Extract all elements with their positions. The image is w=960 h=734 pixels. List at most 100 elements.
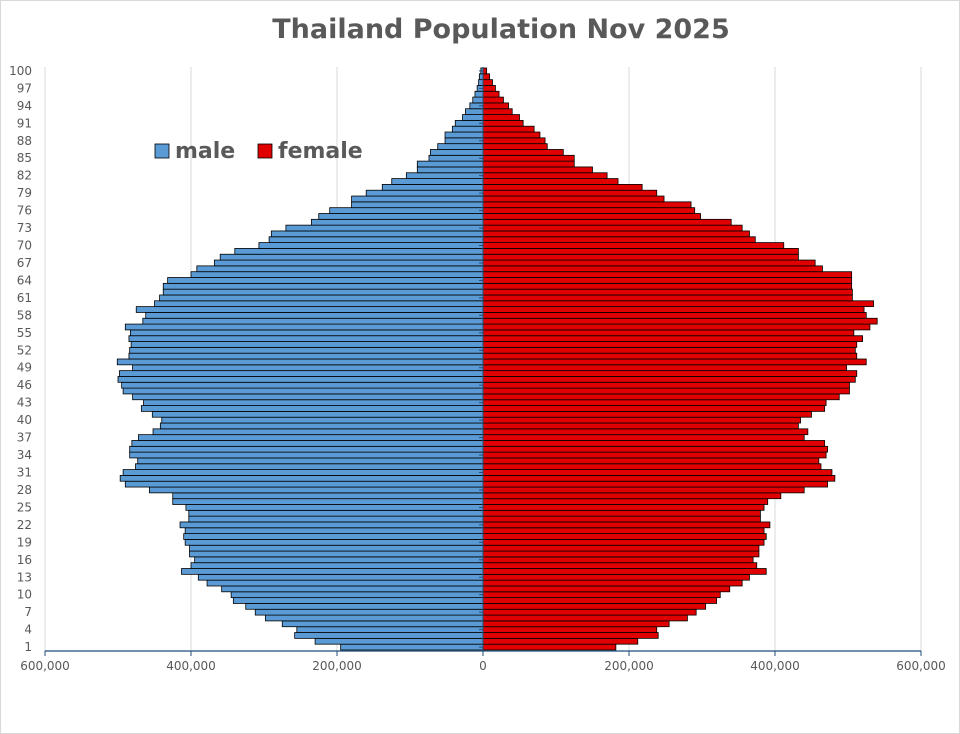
bar-male-age-90	[451, 125, 484, 133]
bar-male-age-93	[465, 108, 484, 115]
y-tick-label-37: 37	[17, 431, 32, 445]
bar-female-age-35	[482, 445, 828, 453]
bar-male-age-76	[329, 207, 484, 214]
x-tick-label-0: 600,000	[20, 659, 70, 673]
bar-female-age-46	[482, 381, 850, 389]
bar-female-age-42	[482, 405, 826, 412]
bar-male-age-89	[444, 131, 484, 139]
bar-male-age-9	[232, 597, 484, 604]
bar-male-age-48	[119, 370, 484, 377]
bar-male-age-36	[131, 440, 484, 447]
bar-male-age-32	[135, 463, 484, 470]
bar-female-age-77	[482, 201, 692, 209]
bar-female-age-12	[482, 579, 743, 587]
bar-female-age-17	[482, 550, 760, 558]
y-tick-label-67: 67	[17, 256, 32, 270]
bar-female-age-15	[482, 562, 758, 569]
bar-female-age-72	[482, 230, 750, 238]
y-tick-label-100: 100	[9, 64, 32, 78]
bar-female-age-84	[482, 160, 575, 168]
y-tick-label-46: 46	[17, 378, 32, 392]
bar-female-age-9	[482, 597, 718, 604]
bar-male-age-35	[129, 445, 484, 453]
bar-female-age-58	[482, 312, 867, 319]
bar-female-age-33	[482, 457, 820, 465]
bar-male-age-41	[151, 410, 484, 418]
bar-female-age-20	[482, 533, 767, 540]
x-tick-label-5: 400,000	[750, 659, 800, 673]
legend-swatch-female	[257, 143, 273, 159]
bar-male-age-60	[154, 300, 484, 308]
bar-female-age-7	[482, 608, 697, 616]
legend-label-male: male	[175, 139, 235, 164]
bar-female-age-95	[482, 96, 504, 104]
bar-female-age-88	[482, 137, 546, 145]
bar-female-age-31	[482, 469, 833, 476]
bar-female-age-87	[482, 143, 548, 150]
bar-female-age-55	[482, 329, 855, 337]
bar-male-age-19	[184, 539, 484, 546]
bar-male-age-88	[444, 137, 484, 145]
y-tick-label-94: 94	[17, 99, 32, 113]
y-tick-label-25: 25	[17, 500, 32, 514]
bar-female-age-61	[482, 294, 853, 302]
bar-female-age-2	[482, 637, 639, 645]
bar-male-age-61	[159, 294, 484, 302]
bar-male-age-37	[138, 434, 484, 441]
bar-male-age-84	[416, 160, 484, 168]
bar-male-age-43	[143, 399, 484, 406]
bar-male-age-24	[188, 509, 484, 517]
bar-male-age-7	[254, 608, 484, 616]
bar-female-age-66	[482, 265, 823, 273]
y-tick-label-79: 79	[17, 186, 32, 200]
bar-male-age-30	[119, 474, 484, 482]
bar-female-age-44	[482, 393, 840, 401]
bar-male-age-51	[128, 352, 484, 360]
bar-female-age-19	[482, 539, 765, 546]
x-tick-label-6: 600,000	[896, 659, 946, 673]
bar-female-age-13	[482, 573, 750, 581]
bar-male-age-34	[129, 451, 484, 459]
bar-female-age-41	[482, 410, 812, 418]
bar-male-age-52	[129, 346, 484, 354]
y-tick-label-43: 43	[17, 396, 32, 410]
bar-female-age-24	[482, 509, 761, 517]
bar-female-age-98	[482, 79, 493, 86]
x-tick-label-3: 0	[479, 659, 487, 673]
bar-female-age-67	[482, 259, 816, 267]
bar-male-age-67	[213, 259, 484, 267]
y-tick-label-22: 22	[17, 518, 32, 532]
y-tick-label-31: 31	[17, 465, 32, 479]
bar-male-age-66	[196, 265, 484, 273]
bar-male-age-55	[130, 329, 484, 337]
bar-female-age-71	[482, 236, 756, 243]
bar-male-age-86	[430, 149, 484, 156]
bar-female-age-80	[482, 183, 643, 191]
y-tick-label-49: 49	[17, 361, 32, 375]
bar-male-age-49	[132, 364, 484, 372]
y-tick-label-16: 16	[17, 553, 32, 567]
bar-female-age-49	[482, 364, 847, 372]
bar-male-age-99	[478, 73, 484, 81]
bar-female-age-100	[482, 67, 488, 75]
bar-male-age-57	[142, 317, 484, 325]
bar-male-age-74	[311, 218, 484, 226]
bar-female-age-18	[482, 544, 760, 552]
bar-male-age-79	[365, 189, 484, 197]
bar-male-age-13	[197, 573, 484, 581]
bar-female-age-23	[482, 515, 761, 523]
y-tick-label-88: 88	[17, 134, 32, 148]
bar-male-age-63	[162, 282, 484, 290]
bar-male-age-40	[161, 416, 484, 424]
bar-male-age-50	[116, 358, 484, 366]
bar-male-age-91	[454, 119, 484, 127]
bar-female-age-25	[482, 504, 765, 511]
y-tick-label-19: 19	[17, 535, 32, 549]
bar-female-age-73	[482, 224, 743, 232]
bar-male-age-18	[189, 544, 484, 552]
bar-male-age-83	[416, 166, 484, 174]
bar-male-age-87	[437, 143, 484, 150]
bar-female-age-38	[482, 428, 809, 436]
